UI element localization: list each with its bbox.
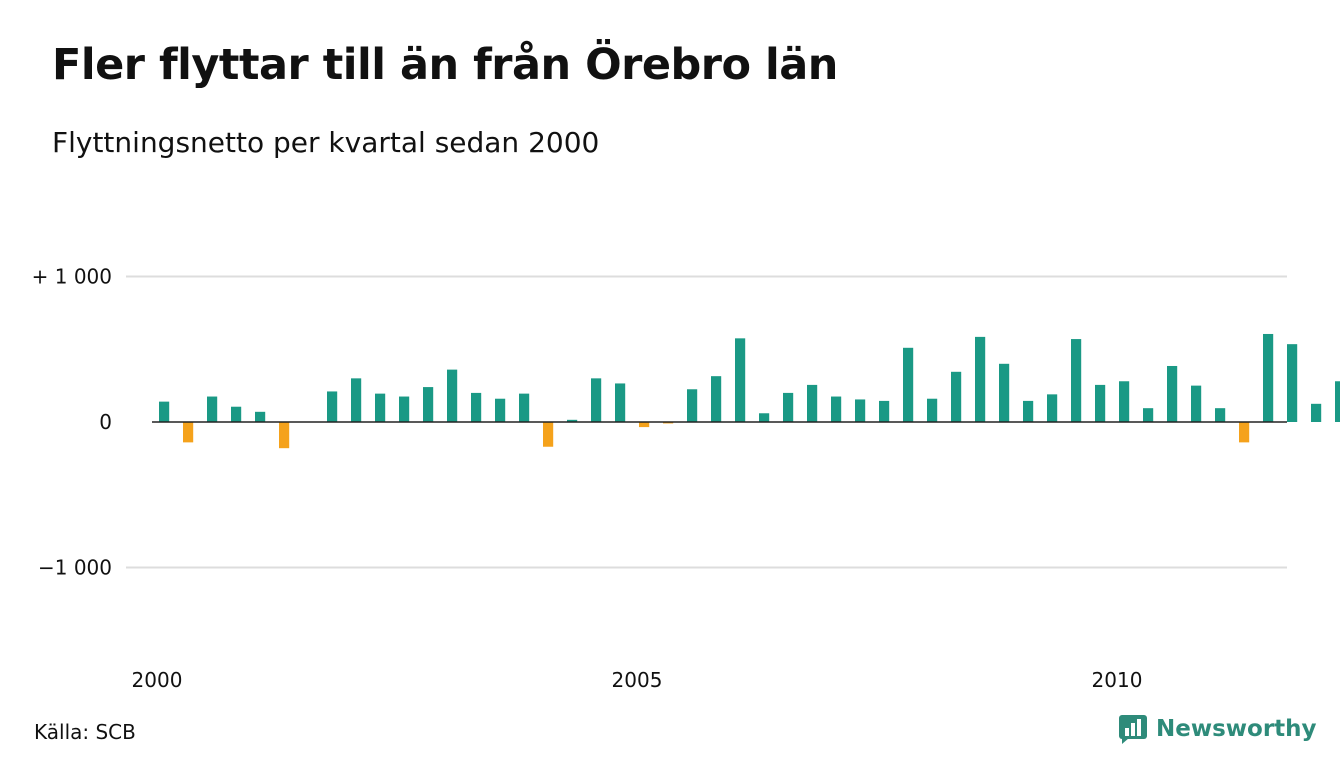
x-tick-label: 2010 (1092, 668, 1143, 692)
bar (1239, 422, 1250, 443)
chart-title: Fler flyttar till än från Örebro län (52, 40, 838, 90)
bar (999, 363, 1010, 422)
y-tick-label: −1 000 (38, 556, 112, 580)
bar (1263, 333, 1274, 422)
bar (759, 413, 770, 422)
y-tick-label: 0 (99, 410, 112, 434)
bars (159, 333, 1340, 449)
bar (615, 383, 626, 422)
bar (207, 396, 218, 422)
bar (711, 376, 722, 422)
bar (447, 369, 458, 422)
y-tick-label: + 1 000 (32, 265, 112, 289)
bar (783, 392, 794, 422)
bar (471, 392, 482, 422)
bar (951, 371, 962, 422)
bar (927, 398, 938, 422)
x-axis-ticks: 20002005201020152020 (132, 668, 1143, 692)
bar (255, 411, 266, 422)
x-tick-label: 2005 (612, 668, 663, 692)
bar (879, 400, 890, 422)
x-tick-label: 2000 (132, 668, 183, 692)
bar (1023, 400, 1034, 422)
bar (1047, 394, 1058, 422)
bar (375, 393, 386, 422)
bar (519, 393, 530, 422)
bar (903, 347, 914, 422)
bar (279, 422, 290, 449)
bar (399, 396, 410, 422)
bar (351, 378, 362, 422)
bar (423, 387, 434, 422)
bar (1215, 408, 1226, 422)
bar (1071, 339, 1082, 422)
bar (687, 389, 698, 422)
newsworthy-logo-icon (1119, 715, 1147, 744)
bar (855, 399, 866, 422)
bar (567, 419, 578, 422)
bar (543, 422, 554, 447)
bar (639, 422, 650, 428)
chart-subtitle: Flyttningsnetto per kvartal sedan 2000 (52, 126, 600, 159)
bar (1119, 381, 1130, 422)
bar (591, 378, 602, 422)
bar (1191, 385, 1202, 422)
source-note: Källa: SCB (34, 720, 136, 744)
bar (807, 384, 818, 422)
bar (1095, 384, 1106, 422)
grid-lines (126, 275, 1287, 569)
bar (231, 406, 242, 422)
bar (1335, 381, 1340, 422)
bar (975, 336, 986, 422)
brand-name: Newsworthy (1156, 716, 1317, 742)
bar (1287, 344, 1298, 422)
bar (831, 396, 842, 422)
bar (159, 401, 170, 422)
bar (1167, 365, 1178, 422)
bar (495, 398, 506, 422)
bar (1143, 408, 1154, 422)
newsworthy-brand: Newsworthy (1118, 714, 1317, 744)
bar (1311, 403, 1322, 422)
bar (735, 338, 746, 422)
bar (183, 422, 194, 443)
y-axis-ticks: + 1 000 0 −1 000 (32, 265, 112, 580)
bar (327, 391, 338, 422)
